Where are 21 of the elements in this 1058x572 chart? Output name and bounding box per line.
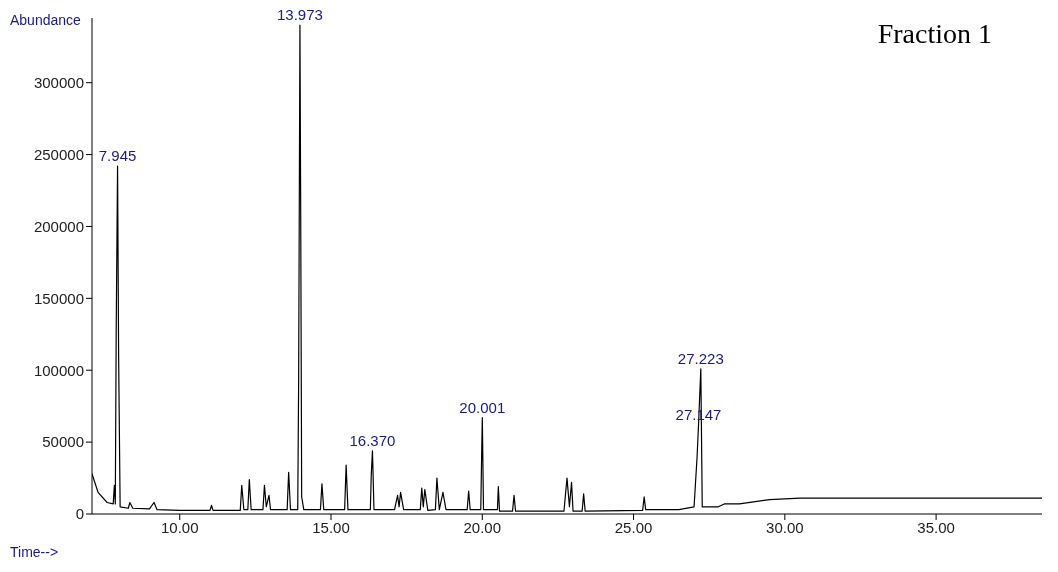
annotation: 27.223 <box>677 349 724 367</box>
x-tick-label: 10.00 <box>160 518 199 536</box>
annotation: 7.945 <box>98 147 137 165</box>
y-tick-label: 200000 <box>33 217 84 235</box>
y-tick-label: 0 <box>75 505 84 523</box>
y-tick-label: 250000 <box>33 145 84 163</box>
y-tick-label: 50000 <box>42 433 84 451</box>
x-tick-label: 15.00 <box>312 518 350 536</box>
y-tick-label: 300000 <box>33 74 84 92</box>
y-axis-title: Abundance <box>10 12 81 28</box>
annotation: 13.973 <box>277 6 323 24</box>
x-tick-label: 35.00 <box>917 518 955 536</box>
y-tick-label: 100000 <box>33 361 84 379</box>
x-tick-label: 30.00 <box>766 518 804 536</box>
x-tick-label: 25.00 <box>614 518 653 536</box>
x-tick-label: 20.00 <box>463 518 502 536</box>
x-axis-title: Time--> <box>10 544 59 560</box>
chart-title: Fraction 1 <box>877 18 992 50</box>
annotation: 16.370 <box>349 431 396 449</box>
annotation: 20.001 <box>459 398 506 416</box>
y-tick-label: 150000 <box>33 289 84 307</box>
